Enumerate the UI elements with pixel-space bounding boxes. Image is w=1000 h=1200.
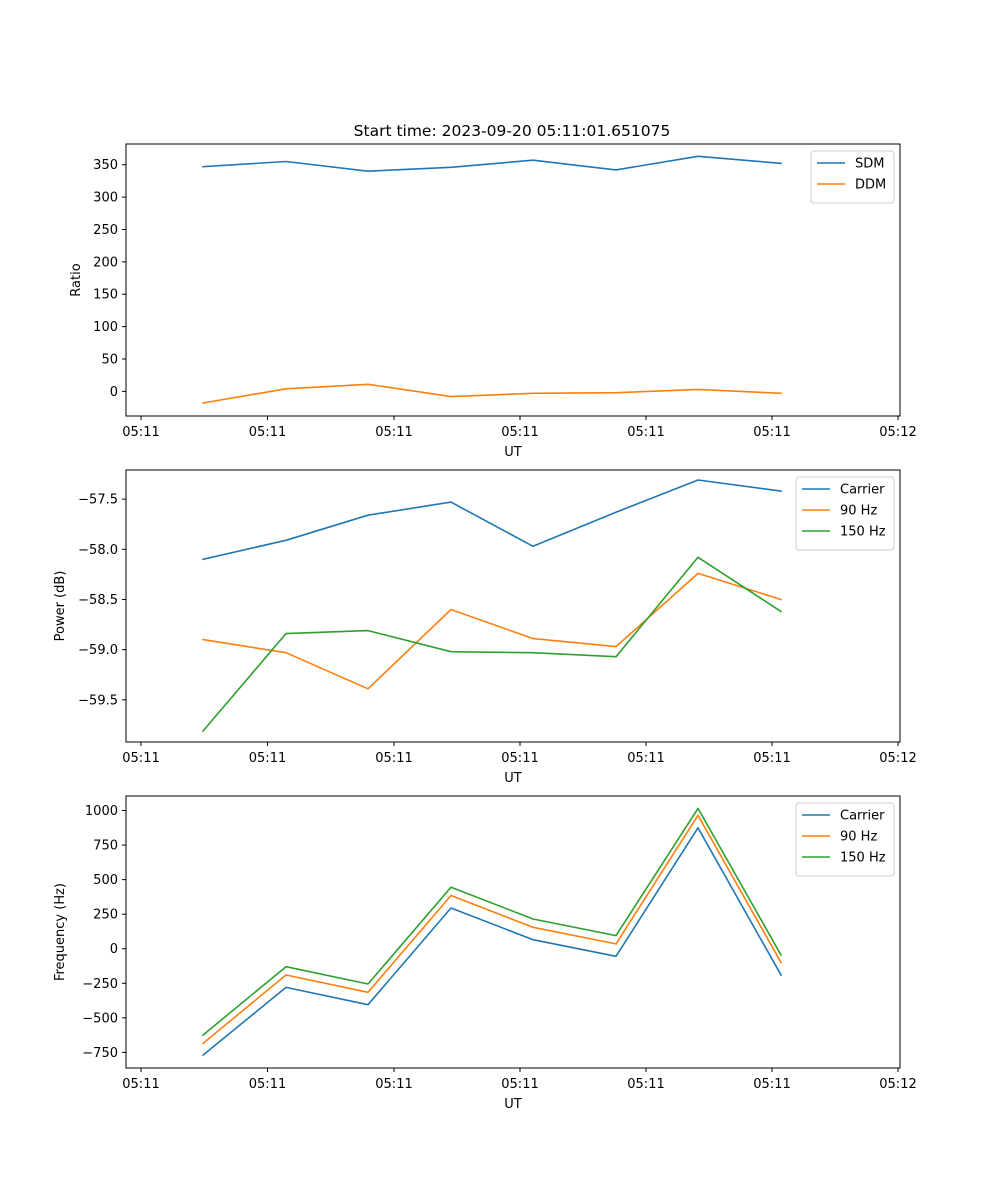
x-axis-label: UT xyxy=(504,1097,522,1112)
legend: Carrier 90 Hz 150 Hz xyxy=(795,802,895,877)
y-tick-label: −58.5 xyxy=(78,593,118,608)
y-tick-label: −59.5 xyxy=(78,693,118,708)
legend-label: SDM xyxy=(855,157,884,172)
x-tick-label: 05:12 xyxy=(879,1077,916,1092)
y-tick-label: 750 xyxy=(93,839,118,854)
x-tick-label: 05:11 xyxy=(753,425,790,440)
x-tick-label: 05:11 xyxy=(375,425,412,440)
plot-frame xyxy=(125,469,901,743)
x-tick-label: 05:11 xyxy=(627,751,664,766)
x-tick-label: 05:11 xyxy=(249,425,286,440)
y-tick-label: 150 xyxy=(93,288,118,303)
legend-box xyxy=(810,150,895,204)
legend: Carrier 90 Hz 150 Hz xyxy=(795,476,895,551)
y-tick-label: −500 xyxy=(82,1011,118,1026)
subplot-power: 05:11 05:11 05:11 05:11 05:11 05:11 05:12 −59.5… xyxy=(53,469,917,786)
plot-frame xyxy=(125,143,901,417)
x-tick-label: 05:11 xyxy=(375,751,412,766)
subplot-frequency: 05:11 05:11 05:11 05:11 05:11 05:11 05:12 −750 −… xyxy=(53,795,917,1112)
subplots: 05:11 05:11 05:11 05:11 05:11 05:11 05:12 0 50 10… xyxy=(53,143,917,1112)
series-line-150-hz xyxy=(201,556,783,733)
subplot-ratio: 05:11 05:11 05:11 05:11 05:11 05:11 05:12 0 50 10… xyxy=(69,143,917,460)
y-axis-label: Power (dB) xyxy=(53,571,68,642)
x-tick-label: 05:11 xyxy=(753,751,790,766)
x-tick-label: 05:11 xyxy=(122,751,159,766)
legend: SDM DDM xyxy=(810,150,895,204)
series-line-ddm xyxy=(202,383,782,404)
y-axis-label: Frequency (Hz) xyxy=(53,883,68,981)
y-axis-label: Ratio xyxy=(69,263,84,296)
series-line-carrier xyxy=(202,479,782,561)
y-tick-label: −57.5 xyxy=(78,493,118,508)
series-line-sdm xyxy=(202,155,782,172)
y-tick-label: −750 xyxy=(82,1046,118,1061)
y-tick-label: 1000 xyxy=(85,804,118,819)
series-line-150-hz xyxy=(201,807,783,1037)
y-tick-label: 250 xyxy=(93,908,118,923)
x-tick-label: 05:11 xyxy=(501,751,538,766)
y-tick-label: 100 xyxy=(93,320,118,335)
x-tick-label: 05:11 xyxy=(122,425,159,440)
legend-label: 150 Hz xyxy=(840,851,886,866)
x-tick-label: 05:11 xyxy=(501,425,538,440)
legend-label: 90 Hz xyxy=(840,504,877,519)
y-tick-label: 0 xyxy=(110,942,118,957)
plot-frame xyxy=(125,795,901,1069)
series-line-90-hz xyxy=(201,814,783,1045)
x-tick-label: 05:11 xyxy=(249,751,286,766)
y-tick-label: −59.0 xyxy=(78,643,118,658)
y-tick-label: −250 xyxy=(82,977,118,992)
y-tick-label: 500 xyxy=(93,873,118,888)
x-tick-label: 05:12 xyxy=(879,751,916,766)
x-tick-label: 05:12 xyxy=(879,425,916,440)
y-tick-label: 0 xyxy=(110,385,118,400)
legend-label: 90 Hz xyxy=(840,830,877,845)
y-tick-label: 50 xyxy=(101,353,118,368)
legend-label: DDM xyxy=(855,178,886,193)
x-tick-label: 05:11 xyxy=(627,425,664,440)
legend-label: 150 Hz xyxy=(840,525,886,540)
y-tick-label: −58.0 xyxy=(78,543,118,558)
x-tick-label: 05:11 xyxy=(753,1077,790,1092)
x-tick-label: 05:11 xyxy=(501,1077,538,1092)
legend-label: Carrier xyxy=(840,483,885,498)
y-tick-label: 200 xyxy=(93,255,118,270)
x-tick-label: 05:11 xyxy=(627,1077,664,1092)
x-tick-label: 05:11 xyxy=(122,1077,159,1092)
y-tick-label: 250 xyxy=(93,223,118,238)
legend-label: Carrier xyxy=(840,809,885,824)
series-line-carrier xyxy=(201,826,783,1057)
x-tick-label: 05:11 xyxy=(375,1077,412,1092)
y-tick-label: 350 xyxy=(93,158,118,173)
x-axis-label: UT xyxy=(504,445,522,460)
x-tick-label: 05:11 xyxy=(249,1077,286,1092)
x-axis-label: UT xyxy=(504,771,522,786)
chart-title: Start time: 2023-09-20 05:11:01.651075 xyxy=(354,122,671,140)
y-tick-label: 300 xyxy=(93,191,118,206)
series-line-90-hz xyxy=(202,572,783,690)
